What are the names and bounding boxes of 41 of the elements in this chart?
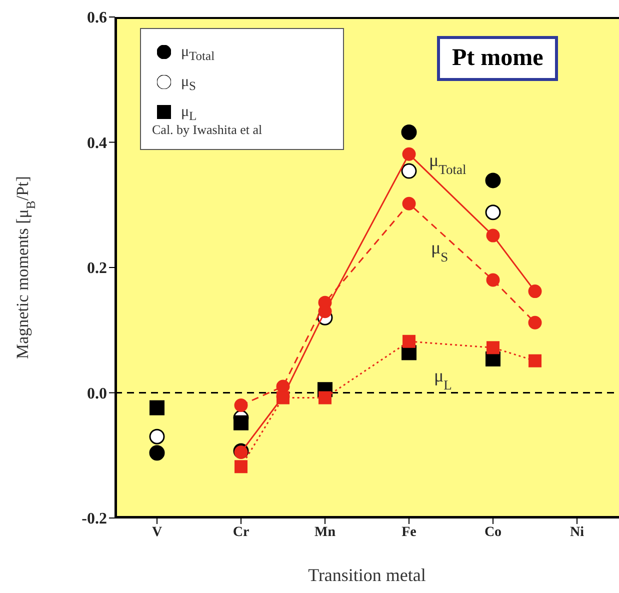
point <box>149 445 165 461</box>
point <box>528 284 542 298</box>
point <box>486 228 500 242</box>
legend-title: Cal. by Iwashita et al <box>152 122 262 138</box>
point <box>486 341 500 354</box>
y-tick-label: -0.2 <box>82 510 107 528</box>
point <box>402 334 416 348</box>
legend-label: μ$_{Total}$ <box>181 44 215 63</box>
point <box>234 415 248 430</box>
x-tick-label: Cr <box>232 524 250 540</box>
x-tick-label: Co <box>484 524 502 540</box>
x-axis-title: Transition metal <box>308 565 426 585</box>
point <box>401 124 417 140</box>
x-tick-label: Fe <box>402 524 416 540</box>
point <box>486 273 500 287</box>
series-label: μ$_{Total}$ <box>429 150 466 177</box>
legend-label: μ$_{L}$ <box>181 104 197 123</box>
legend-label: μ$_{S}$ <box>181 74 196 93</box>
point <box>318 391 332 404</box>
y-tick-label: 0.2 <box>87 260 107 278</box>
point <box>401 163 417 179</box>
y-tick-label: 0.4 <box>87 134 107 152</box>
point <box>234 460 248 474</box>
point <box>485 204 501 220</box>
series-label: μ$_{L}$ <box>434 365 452 392</box>
x-tick-label: Mn <box>314 524 336 540</box>
point <box>149 428 165 444</box>
point <box>485 172 501 188</box>
series-label: μ$_{S}$ <box>431 238 448 264</box>
x-tick-label: Ni <box>570 524 584 540</box>
point <box>528 316 542 330</box>
point <box>528 354 542 368</box>
point <box>402 196 416 210</box>
point <box>150 400 164 416</box>
point <box>402 147 416 161</box>
point <box>276 380 290 394</box>
y-tick-label: 0.6 <box>87 10 107 27</box>
point <box>234 398 248 412</box>
y-tick-label: 0.0 <box>87 385 107 402</box>
annotation: Pt mome <box>437 36 558 81</box>
x-tick-label: V <box>152 524 162 540</box>
